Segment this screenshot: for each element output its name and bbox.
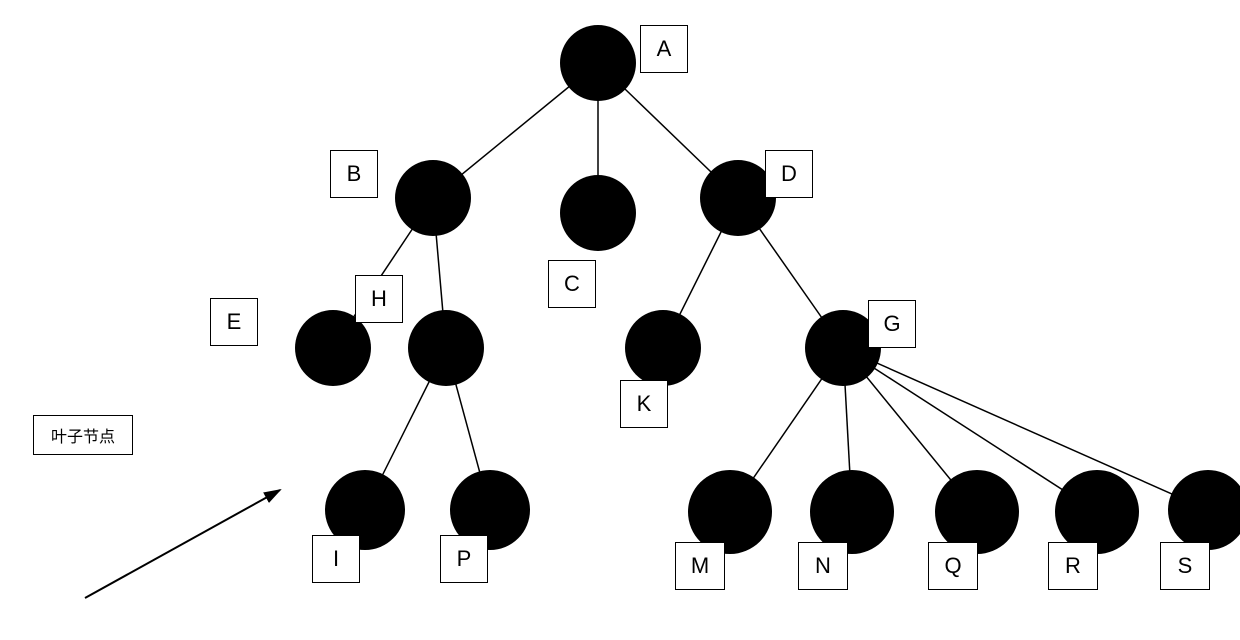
label-R: R [1048, 542, 1098, 590]
node-A [560, 25, 636, 101]
label-S: S [1160, 542, 1210, 590]
label-B: B [330, 150, 378, 198]
node-K [625, 310, 701, 386]
label-C: C [548, 260, 596, 308]
leaf-arrow-line [85, 490, 280, 598]
label-P: P [440, 535, 488, 583]
label-I: I [312, 535, 360, 583]
label-D: D [765, 150, 813, 198]
node-H [408, 310, 484, 386]
node-C [560, 175, 636, 251]
edge-G-S [843, 348, 1208, 510]
label-N: N [798, 542, 848, 590]
label-H: H [355, 275, 403, 323]
label-A: A [640, 25, 688, 73]
leaf-caption-box: 叶子节点 [33, 415, 133, 455]
label-K: K [620, 380, 668, 428]
label-M: M [675, 542, 725, 590]
node-B [395, 160, 471, 236]
label-Q: Q [928, 542, 978, 590]
leaf-caption-text: 叶子节点 [51, 423, 115, 447]
node-S [1168, 470, 1240, 550]
label-G: G [868, 300, 916, 348]
label-E: E [210, 298, 258, 346]
